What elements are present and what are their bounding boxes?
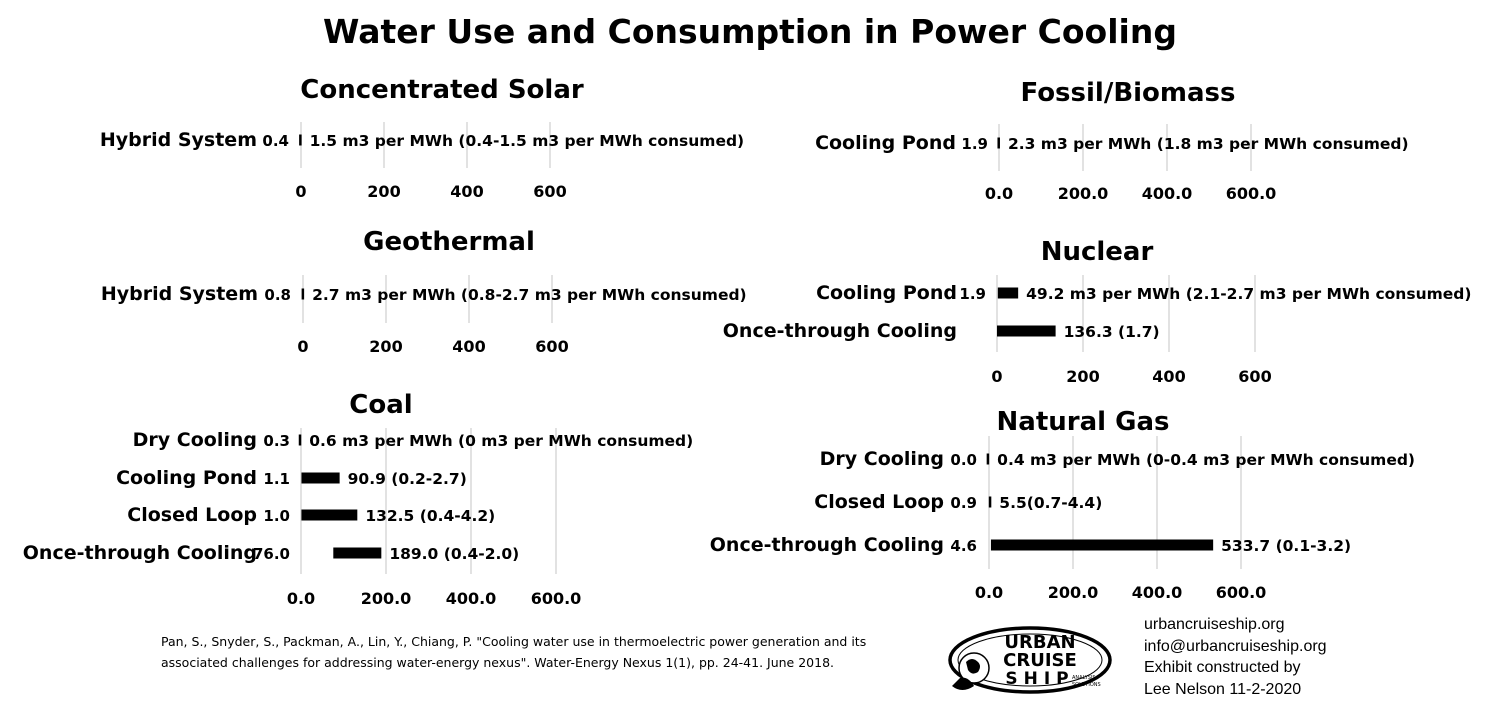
chart-6-title: Natural Gas: [997, 407, 1170, 437]
chart-3-tick-label: 600: [535, 337, 568, 356]
chart-4-tick-label: 600: [1238, 367, 1271, 386]
chart-1-bar-label: 1.5 m3 per MWh (0.4-1.5 m3 per MWh consu…: [310, 132, 745, 150]
logo-line-1: URBAN: [1004, 632, 1075, 653]
chart-4-bar: [997, 325, 1056, 337]
chart-2-category-label: Cooling Pond: [815, 132, 956, 154]
chart-2-tick-label: 0.0: [985, 184, 1013, 203]
credit-line: Exhibit constructed by: [1144, 659, 1301, 676]
chart-5-title: Coal: [349, 390, 412, 420]
chart-3-tick-label: 0: [297, 337, 308, 356]
chart-3-bar-label: 2.7 m3 per MWh (0.8-2.7 m3 per MWh consu…: [312, 286, 747, 304]
chart-5-bar: [301, 509, 358, 521]
chart-5-tick-label: 0.0: [287, 589, 315, 608]
chart-5-bar-label: 90.9 (0.2-2.7): [348, 470, 467, 488]
chart-3-tick-label: 200: [369, 337, 402, 356]
chart-1-category-label: Hybrid System: [100, 129, 257, 151]
chart-1-tick-label: 200: [367, 182, 400, 201]
chart-5-start-label: 76.0: [253, 545, 290, 563]
chart-6-start-label: 0.0: [950, 451, 977, 469]
chart-6-start-label: 0.9: [950, 494, 977, 512]
chart-3-category-label: Hybrid System: [101, 283, 258, 305]
chart-4-tick-label: 400: [1152, 367, 1185, 386]
chart-2-tick-label: 600.0: [1226, 184, 1277, 203]
chart-5-category-label: Closed Loop: [127, 504, 257, 526]
chart-3-tick-label: 400: [452, 337, 485, 356]
chart-3-bar: [301, 288, 305, 300]
chart-6-bar-label: 0.4 m3 per MWh (0-0.4 m3 per MWh consume…: [997, 451, 1415, 469]
chart-4-bar-label: 136.3 (1.7): [1064, 323, 1160, 341]
logo-tagline-1: ANALYSIS: [1072, 675, 1096, 681]
chart-6-start-label: 4.6: [950, 537, 977, 555]
chart-6-bar: [990, 539, 1214, 551]
chart-5-category-label: Cooling Pond: [116, 467, 257, 489]
chart-6-tick-label: 400.0: [1132, 583, 1183, 602]
chart-5-tick-label: 400.0: [446, 589, 497, 608]
chart-6-bar: [988, 496, 992, 508]
logo-line-2: CRUISE: [1003, 650, 1077, 671]
chart-4-category-label: Cooling Pond: [816, 282, 957, 304]
chart-4-tick-label: 0: [991, 367, 1002, 386]
chart-6-tick-label: 600.0: [1216, 583, 1267, 602]
chart-5-start-label: 0.3: [263, 432, 290, 450]
chart-6-bar-label: 533.7 (0.1-3.2): [1221, 537, 1351, 555]
page-title: Water Use and Consumption in Power Cooli…: [323, 12, 1177, 51]
chart-2-start-label: 1.9: [961, 135, 988, 153]
citation-text: Pan, S., Snyder, S., Packman, A., Lin, Y…: [161, 634, 867, 670]
chart-5-bar: [298, 434, 302, 446]
contact-block: urbancruiseship.org info@urbancruiseship…: [1144, 614, 1327, 700]
chart-5-tick-label: 600.0: [531, 589, 582, 608]
chart-6-bar: [986, 453, 990, 465]
chart-4-tick-label: 200: [1066, 367, 1099, 386]
chart-2-bar-label: 2.3 m3 per MWh (1.8 m3 per MWh consumed): [1008, 135, 1409, 153]
chart-6-tick-label: 0.0: [975, 583, 1003, 602]
chart-1-tick-label: 400: [450, 182, 483, 201]
chart-2-title: Fossil/Biomass: [1020, 78, 1235, 108]
logo-line-3: SHIP: [1005, 669, 1074, 689]
chart-3-start-label: 0.8: [264, 286, 291, 304]
chart-5-tick-label: 200.0: [361, 589, 412, 608]
website-link[interactable]: urbancruiseship.org: [1144, 616, 1285, 633]
chart-6-category-label: Dry Cooling: [820, 448, 944, 470]
chart-4-start-label: 1.9: [959, 285, 986, 303]
chart-4-title: Nuclear: [1041, 237, 1154, 267]
chart-3-title: Geothermal: [363, 227, 535, 257]
chart-5-bar: [301, 472, 340, 484]
chart-6-bar-label: 5.5(0.7-4.4): [999, 494, 1102, 512]
email-link[interactable]: info@urbancruiseship.org: [1144, 637, 1327, 655]
chart-4-bar-label: 49.2 m3 per MWh (2.1-2.7 m3 per MWh cons…: [1026, 285, 1471, 303]
chart-2-tick-label: 400.0: [1142, 184, 1193, 203]
chart-5-bar: [333, 547, 382, 559]
urban-cruise-ship-logo: URBAN CRUISE SHIP ANALYSIS SOLUTIONS: [948, 626, 1112, 694]
chart-5-start-label: 1.0: [263, 507, 290, 525]
chart-1-tick-label: 600: [533, 182, 566, 201]
chart-6-category-label: Once-through Cooling: [710, 534, 944, 556]
chart-5-category-label: Dry Cooling: [133, 429, 257, 451]
chart-5-bar-label: 132.5 (0.4-4.2): [365, 507, 495, 525]
chart-1-bar: [299, 134, 302, 146]
chart-2-tick-label: 200.0: [1058, 184, 1109, 203]
chart-2-bar: [997, 137, 1000, 149]
chart-1-tick-label: 0: [295, 182, 306, 201]
logo-tagline-2: SOLUTIONS: [1072, 682, 1101, 688]
credit-author: Lee Nelson 11-2-2020: [1144, 680, 1302, 698]
chart-6-category-label: Closed Loop: [814, 491, 944, 513]
chart-5-category-label: Once-through Cooling: [23, 542, 257, 564]
chart-1-title: Concentrated Solar: [300, 75, 584, 105]
chart-5-bar-label: 189.0 (0.4-2.0): [389, 545, 519, 563]
chart-4-bar: [997, 287, 1019, 299]
chart-6-tick-label: 200.0: [1048, 583, 1099, 602]
chart-5-bar-label: 0.6 m3 per MWh (0 m3 per MWh consumed): [309, 432, 693, 450]
chart-1-start-label: 0.4: [262, 132, 289, 150]
chart-5-start-label: 1.1: [263, 470, 290, 488]
chart-4-category-label: Once-through Cooling: [723, 320, 957, 342]
